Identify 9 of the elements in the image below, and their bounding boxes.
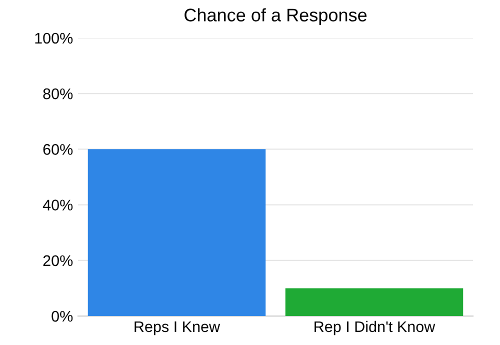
x-tick-label: Rep I Didn't Know	[314, 320, 436, 336]
y-tick-label: 80%	[43, 88, 73, 100]
y-tick-label: 40%	[42, 200, 73, 210]
y-tick-label: 0%	[52, 310, 73, 322]
y-tick-label: 100%	[35, 32, 73, 44]
chart-title: Chance of a Response	[184, 8, 367, 26]
y-tick-label: 60%	[43, 144, 73, 155]
y-tick-label: 20%	[43, 255, 73, 266]
x-tick-label: Reps I Knew	[134, 321, 220, 336]
